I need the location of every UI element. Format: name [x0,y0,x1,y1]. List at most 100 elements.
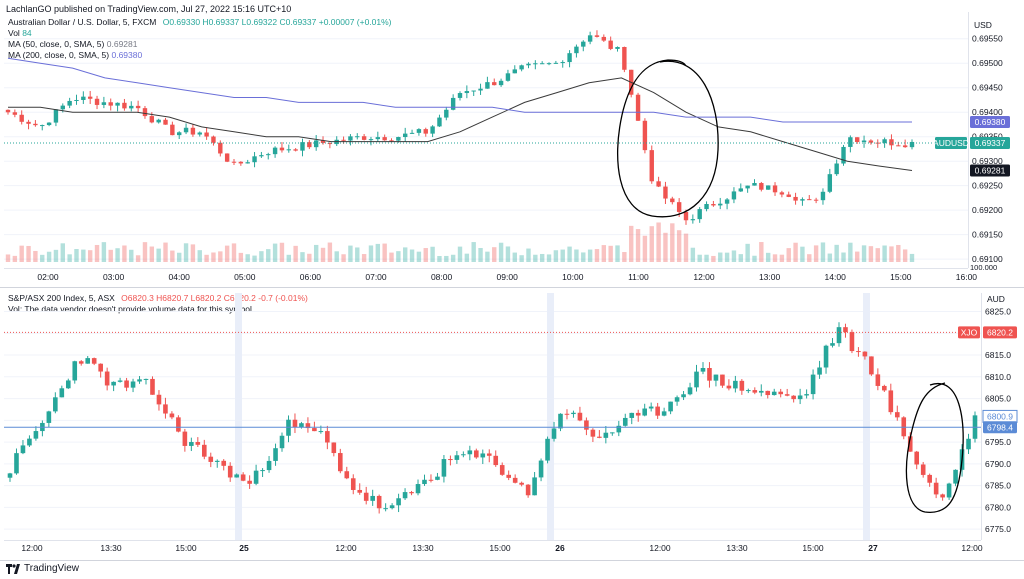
level1-badge: 6800.9 [987,411,1013,421]
bottom-price-tick: 6780.0 [985,502,1011,512]
ma50-badge-bg [970,164,1010,177]
volume-bar [759,242,764,262]
bottom-candle [765,390,771,396]
bottom-candle [648,406,654,409]
bottom-candle [791,395,796,400]
top-candle [855,137,860,143]
bottom-candle [20,445,26,454]
volume-bar [74,249,79,262]
bottom-candle [189,442,194,446]
top-candle [594,35,600,37]
volume-bar [594,249,600,262]
bottom-candle [91,358,97,364]
top-candle [670,198,675,203]
top-candle [416,129,422,133]
bottom-candle [176,417,181,432]
top-candle [539,63,545,65]
top-candle [697,209,702,220]
top-candle [450,97,456,110]
bottom-time-tick: 15:00 [489,543,511,553]
top-candle [94,98,100,105]
symbol-badge-bg [935,137,967,150]
bottom-candle [823,345,829,368]
top-price-tick: 0.69250 [972,181,1003,191]
volume-bar [834,244,839,262]
bottom-low: 6820.2 [195,293,222,303]
volume-bar [676,230,682,262]
volume-bar [539,253,545,262]
bottom-open: 6820.3 [127,293,154,303]
top-candle [752,183,757,186]
top-candle [204,132,209,137]
volume-bar [163,242,168,262]
volume-bar [560,249,565,262]
session-break [547,293,554,540]
top-candle [307,142,312,148]
bottom-candle [435,476,440,480]
ma50-line [8,77,913,171]
top-candle [902,145,908,148]
top-vol-row: Vol 84 [8,28,392,39]
bottom-change: -0.7 (-0.01%) [258,293,308,303]
xjo-badge: XJO [961,327,978,337]
volume-bar [690,247,696,262]
top-candle [5,109,11,113]
bottom-candle [655,406,660,416]
volume-bar [423,248,428,262]
top-candle [101,102,107,105]
volume-bar [142,242,148,262]
bottom-candle [545,438,550,461]
volume-bar [272,243,278,262]
bottom-candle [720,374,725,386]
top-candle [190,127,196,135]
top-candle [375,137,381,140]
bottom-price-tick: 6825.0 [985,307,1011,317]
bottom-time-tick: 12:00 [21,543,43,553]
bottom-candle [182,431,188,446]
top-candle [800,199,805,201]
bottom-candle [137,379,142,382]
bottom-candle [441,459,447,477]
volume-bar [567,246,572,262]
top-candle [848,137,853,147]
top-time-tick: 12:00 [693,272,715,282]
top-candle [718,203,723,206]
volume-bar [403,247,408,262]
ma200-badge-bg [970,115,1010,128]
bottom-candle [739,380,745,391]
top-ma200-row: MA (200, close, 0, SMA, 5) 0.69380 [8,50,392,61]
xjo-badge-bg [958,326,980,339]
top-candle [382,137,387,141]
bottom-candle [506,474,511,478]
bottom-candle [454,455,460,460]
xjo-price-badge-bg [983,326,1017,339]
bottom-candle [104,371,110,386]
top-candle [663,186,668,199]
bottom-candle [577,412,583,421]
bottom-high: 6820.7 [162,293,189,303]
bottom-candle [726,385,732,389]
volume-bar [855,251,860,262]
top-candle [444,109,449,118]
top-price-tick: 0.69200 [972,205,1003,215]
top-candle [622,46,627,70]
top-candle [272,147,278,155]
top-candle [19,114,24,122]
bottom-candle [810,374,816,395]
bottom-candle [428,479,434,481]
publisher-attribution: LachlanGO published on TradingView.com, … [6,4,292,14]
top-vol-label: Vol [8,28,20,38]
bottom-candle [169,413,175,418]
ma200-label: MA (200, close, 0, SMA, 5) [8,50,110,60]
volume-bar [505,246,511,262]
top-candle [218,142,223,154]
volume-bar [827,253,833,262]
bottom-candle [240,474,246,481]
top-candle [108,102,113,106]
top-candle [553,62,559,64]
top-candle [423,129,428,134]
bottom-candle [292,419,298,428]
top-candle [122,102,127,109]
top-candle [396,137,401,141]
